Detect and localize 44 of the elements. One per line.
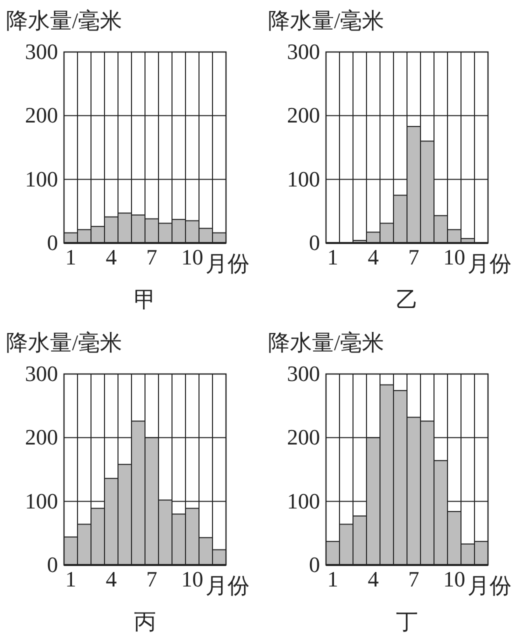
y-tick-label: 300 xyxy=(287,361,320,386)
x-axis-title: 月份 xyxy=(467,573,512,598)
text: 丙 xyxy=(134,609,156,634)
y-tick-label: 100 xyxy=(287,488,320,514)
text: 甲 xyxy=(134,287,156,312)
text: 丁 xyxy=(396,609,418,634)
x-tick-label: 4 xyxy=(368,566,379,592)
y-tick-label: 0 xyxy=(47,552,58,578)
x-axis-title: 月份 xyxy=(205,251,250,276)
y-tick-label: 300 xyxy=(287,39,320,64)
text: 乙 xyxy=(396,287,418,312)
x-tick-label: 7 xyxy=(146,244,158,270)
y-tick-label: 0 xyxy=(309,552,320,578)
y-tick-label: 0 xyxy=(47,230,58,256)
x-axis-title: 月份 xyxy=(205,573,250,598)
y-axis-title: 降水量/毫米 xyxy=(268,8,384,33)
x-tick-label: 7 xyxy=(146,566,158,592)
y-tick-label: 200 xyxy=(25,102,58,128)
x-tick-label: 10 xyxy=(181,244,204,270)
x-tick-label: 10 xyxy=(443,244,466,270)
x-tick-label: 4 xyxy=(106,244,117,270)
y-axis-title: 降水量/毫米 xyxy=(6,8,122,33)
y-tick-label: 200 xyxy=(287,424,320,450)
y-tick-label: 200 xyxy=(287,102,320,128)
y-tick-label: 100 xyxy=(25,166,58,192)
x-axis-title: 月份 xyxy=(467,251,512,276)
x-tick-label: 1 xyxy=(65,566,76,592)
y-tick-label: 200 xyxy=(25,424,58,450)
y-tick-label: 100 xyxy=(25,488,58,514)
x-tick-label: 4 xyxy=(368,244,379,270)
y-tick-label: 100 xyxy=(287,166,320,192)
y-axis-title: 降水量/毫米 xyxy=(6,330,122,355)
y-axis-title: 降水量/毫米 xyxy=(268,330,384,355)
x-tick-label: 10 xyxy=(443,566,466,592)
x-tick-label: 1 xyxy=(327,566,338,592)
x-tick-label: 1 xyxy=(65,244,76,270)
x-tick-label: 7 xyxy=(408,244,420,270)
x-tick-label: 10 xyxy=(181,566,204,592)
x-tick-label: 4 xyxy=(106,566,117,592)
y-tick-label: 300 xyxy=(25,361,58,386)
y-tick-label: 300 xyxy=(25,39,58,64)
y-tick-label: 0 xyxy=(309,230,320,256)
x-tick-label: 1 xyxy=(327,244,338,270)
x-tick-label: 7 xyxy=(408,566,420,592)
